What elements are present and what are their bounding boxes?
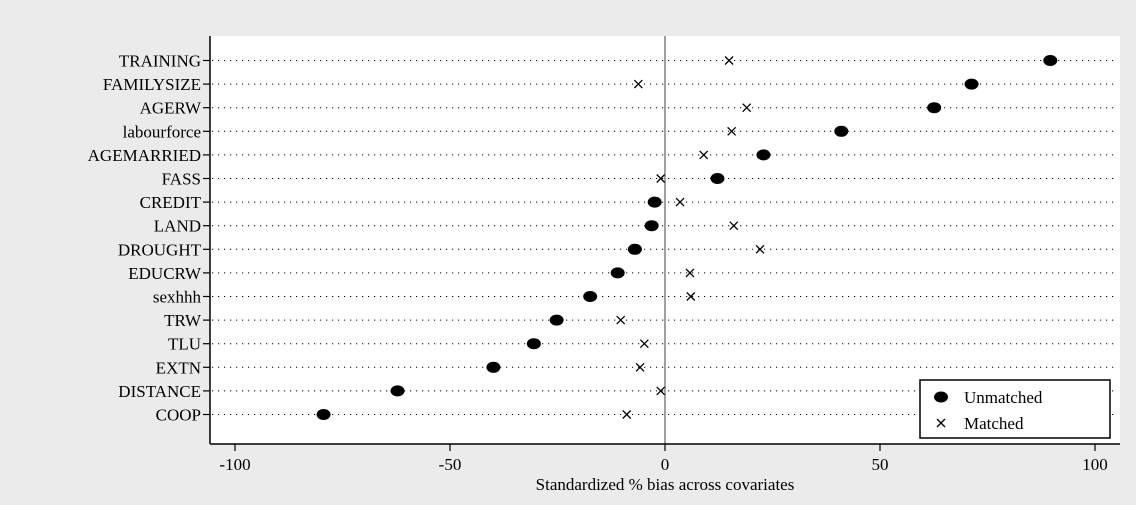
x-tick-label: -100 [219,455,250,474]
unmatched-point [647,196,662,208]
category-label: CREDIT [140,193,202,212]
unmatched-point [710,173,725,184]
unmatched-point [627,243,642,255]
x-tick-label: 0 [661,455,670,474]
unmatched-point [486,361,501,373]
category-label: DROUGHT [118,240,202,259]
category-label: DISTANCE [118,382,201,401]
x-tick-label: 100 [1082,455,1108,474]
matched-point [633,79,643,89]
legend-unmatched-marker [934,391,948,403]
matched-point [729,221,739,231]
legend: Unmatched Matched [919,379,1111,439]
x-tick-label: 50 [872,455,889,474]
category-label: LAND [154,217,201,236]
category-label: TRW [164,311,202,330]
unmatched-point [583,291,598,302]
x-axis-ticks: -100 -50 0 50 100 [219,444,1108,474]
category-label: TRAINING [119,52,201,71]
marks-layer [316,55,1058,420]
grid-layer [212,60,1118,415]
category-label: labourforce [123,122,201,141]
category-label: EXTN [156,358,201,377]
legend-unmatched-label: Unmatched [964,388,1043,407]
matched-point [686,292,696,301]
category-label: AGEMARRIED [88,146,201,165]
x-tick-label: -50 [439,455,462,474]
matched-point [724,56,734,65]
matched-point [635,362,645,372]
matched-point [639,339,649,349]
category-label: COOP [156,406,201,425]
matched-point [699,150,709,160]
category-label: FASS [162,170,201,189]
category-labels: TRAINING FAMILYSIZE AGERW labourforce AGEMAR… [88,52,210,425]
category-label: EDUCRW [128,264,202,283]
unmatched-point [610,267,625,279]
matched-point [675,197,685,207]
category-label: sexhhh [153,288,202,307]
matched-point [656,386,666,396]
x-axis-title: Standardized % bias across covariates [536,475,795,494]
category-label: AGERW [140,99,202,118]
unmatched-point [644,220,659,232]
matched-point [656,174,666,183]
unmatched-point [526,338,541,350]
matched-point [742,103,752,113]
matched-point [755,244,765,254]
unmatched-point [1043,55,1058,66]
legend-matched-label: Matched [964,414,1024,433]
matched-point [685,268,695,278]
matched-point [616,315,626,325]
category-label: FAMILYSIZE [103,75,201,94]
unmatched-point [549,314,564,326]
legend-box [919,379,1111,439]
matched-point [622,410,632,419]
unmatched-point [927,102,942,114]
unmatched-point [316,409,331,420]
unmatched-point [756,149,771,161]
unmatched-point [834,125,849,137]
unmatched-point [964,78,979,90]
matched-point [727,126,737,136]
legend-matched-marker [936,418,946,428]
unmatched-point [390,385,405,397]
category-label: TLU [168,335,201,354]
